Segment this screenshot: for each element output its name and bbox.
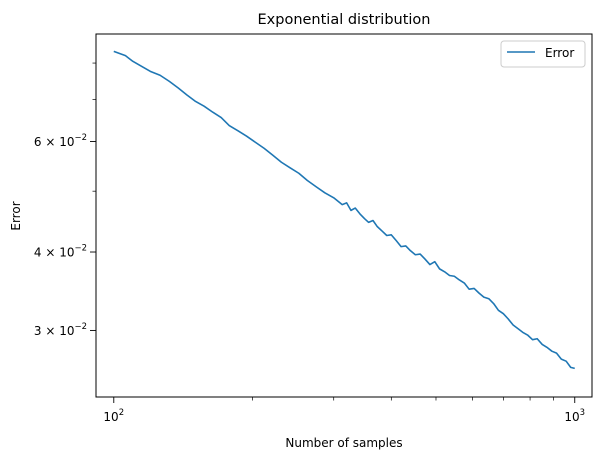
x-axis-label: Number of samples (285, 436, 402, 450)
tick-layer: 102 103 3 × 10−2 4 × 10−2 6 × 10−2 (34, 62, 585, 424)
series-layer (113, 50, 575, 370)
plot-frame (95, 33, 593, 398)
legend-label: Error (545, 46, 574, 60)
y-tick-label: 3 × 10−2 (34, 322, 87, 338)
chart-title: Exponential distribution (258, 12, 431, 28)
series-line-error (113, 50, 575, 370)
x-tick-label: 102 (103, 408, 124, 424)
y-tick-label: 4 × 10−2 (34, 244, 87, 260)
y-tick-label: 6 × 10−2 (34, 133, 87, 149)
y-axis-label: Error (9, 201, 23, 230)
legend: Error (500, 40, 586, 68)
legend-box (500, 40, 586, 68)
x-tick-label: 103 (564, 408, 585, 424)
